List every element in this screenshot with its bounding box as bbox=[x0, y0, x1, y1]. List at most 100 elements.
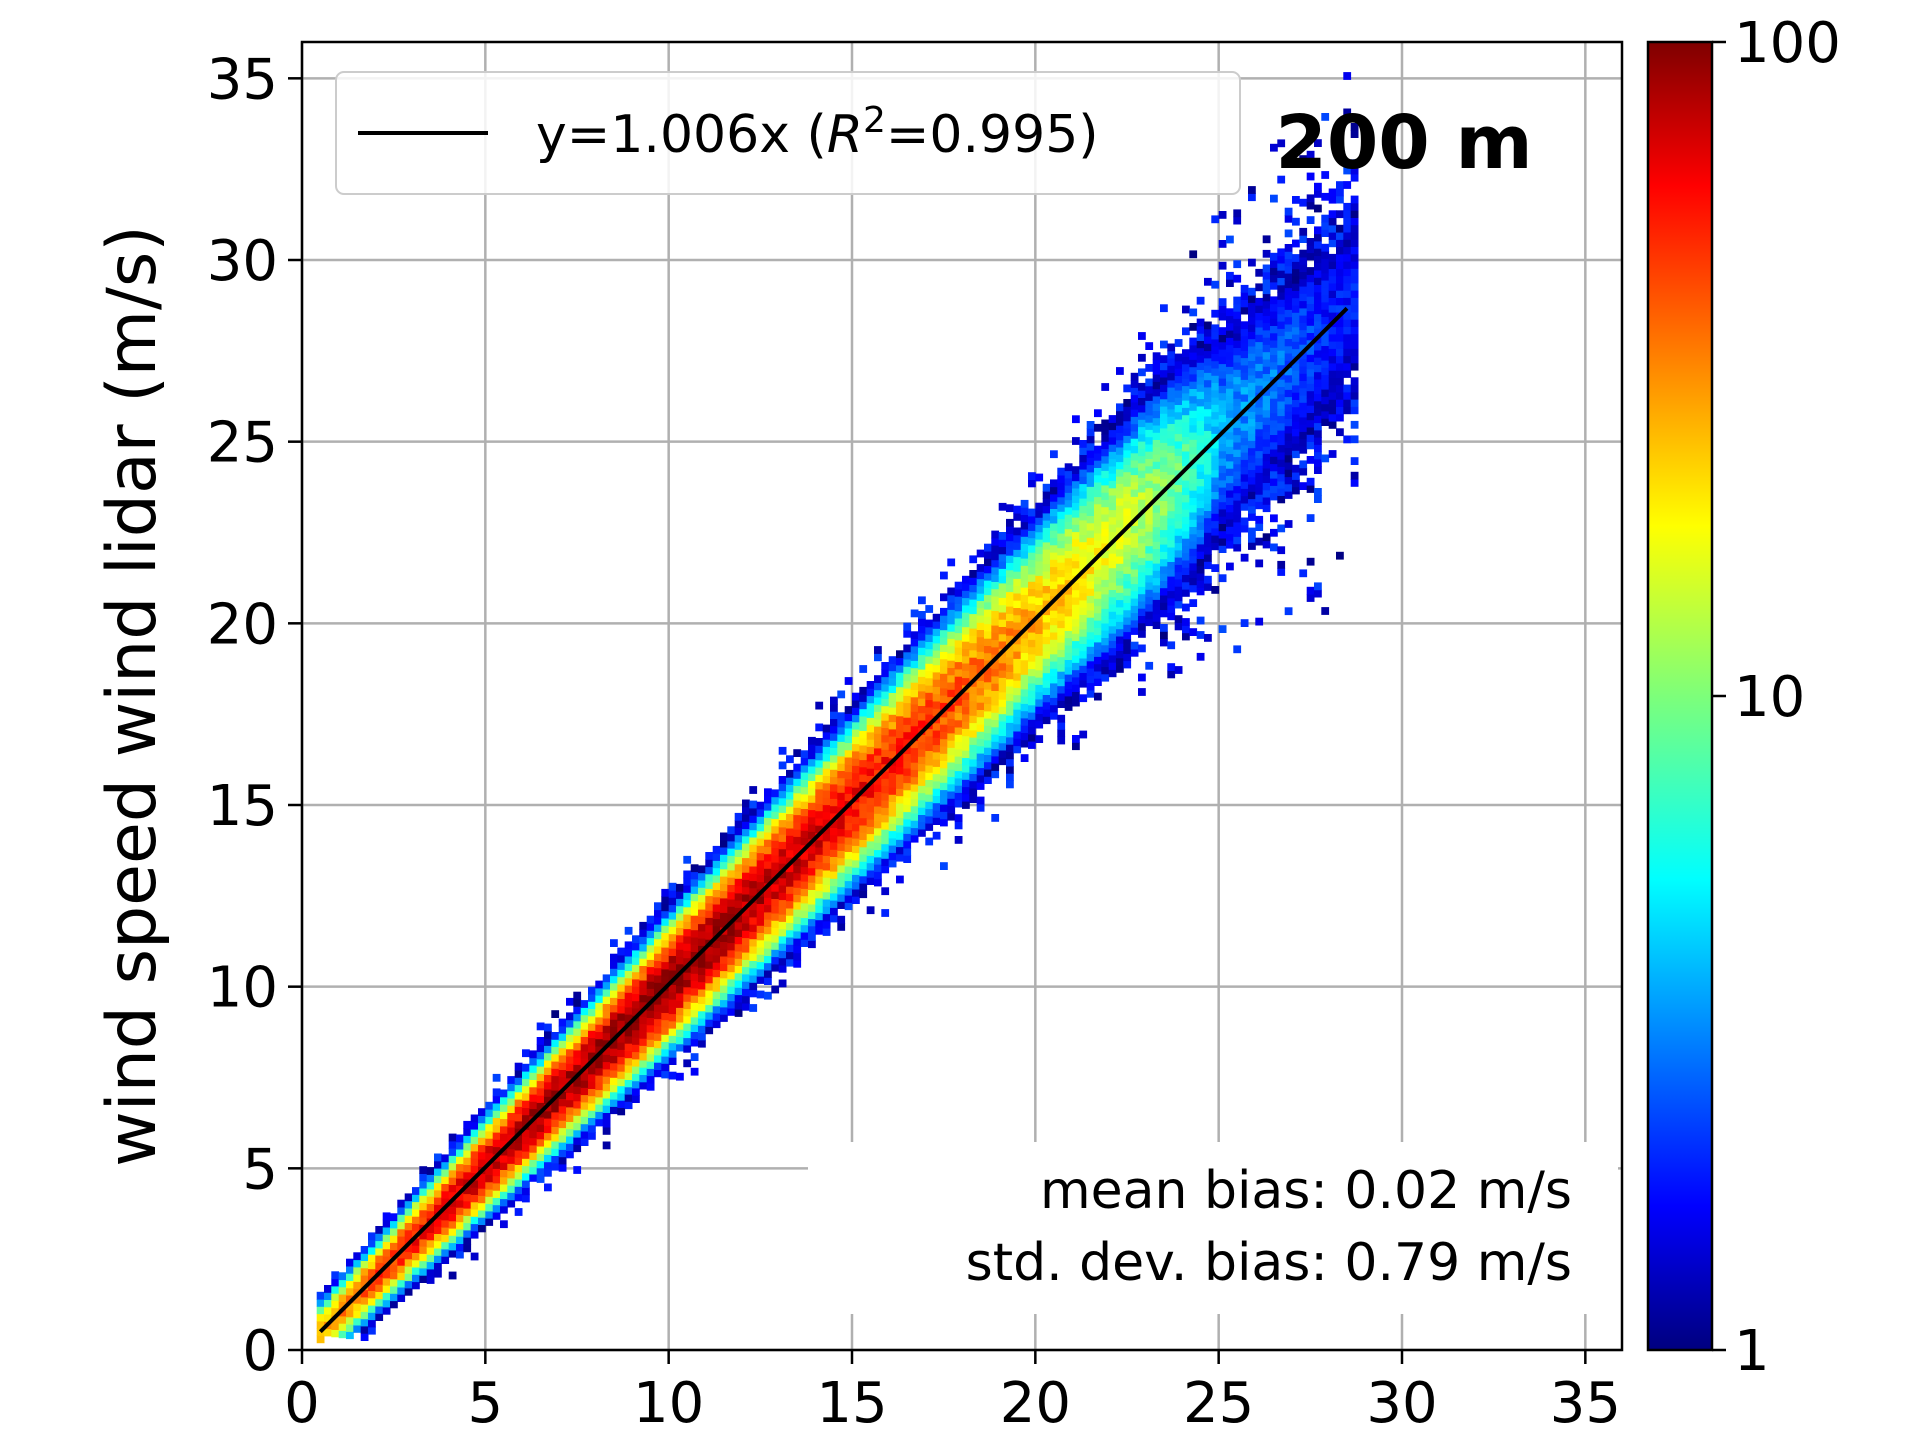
density-cell bbox=[720, 868, 728, 877]
density-cell bbox=[830, 762, 838, 770]
density-cell bbox=[441, 1234, 450, 1243]
density-cell bbox=[991, 712, 1000, 720]
density-cell bbox=[1079, 643, 1088, 652]
density-cell bbox=[1064, 477, 1073, 486]
density-cell bbox=[1094, 540, 1102, 548]
density-cell bbox=[815, 781, 824, 790]
density-cell bbox=[859, 883, 868, 891]
density-cell bbox=[822, 891, 831, 900]
density-cell bbox=[756, 859, 765, 868]
density-cell bbox=[610, 1048, 618, 1056]
density-cell bbox=[470, 1136, 479, 1145]
density-cell bbox=[1028, 581, 1036, 589]
density-cell bbox=[962, 786, 970, 795]
density-cell bbox=[800, 815, 809, 824]
density-cell bbox=[969, 708, 978, 716]
density-cell bbox=[456, 1221, 464, 1230]
density-cell bbox=[1328, 297, 1337, 306]
density-cell bbox=[1284, 316, 1293, 325]
density-cell bbox=[852, 714, 860, 723]
density-cell bbox=[1306, 267, 1315, 275]
density-cell bbox=[676, 898, 684, 907]
density-cell bbox=[756, 852, 765, 861]
density-cell bbox=[1086, 508, 1095, 516]
density-cell bbox=[1182, 480, 1190, 488]
density-cell bbox=[1123, 508, 1132, 516]
density-cell bbox=[412, 1201, 420, 1210]
density-cell bbox=[507, 1105, 516, 1113]
density-cell bbox=[808, 889, 816, 898]
density-cell bbox=[925, 815, 934, 824]
density-cell bbox=[558, 1120, 567, 1129]
density-cell bbox=[529, 1130, 538, 1139]
density-cell bbox=[1350, 384, 1359, 393]
density-cell bbox=[976, 622, 985, 630]
density-cell bbox=[1299, 569, 1308, 578]
density-cell bbox=[998, 568, 1007, 577]
density-cell bbox=[800, 764, 809, 773]
density-cell bbox=[969, 737, 978, 745]
density-cell bbox=[426, 1203, 435, 1212]
density-cell bbox=[558, 1069, 567, 1078]
density-cell bbox=[1196, 333, 1205, 341]
density-cell bbox=[1028, 683, 1036, 691]
density-cell bbox=[1145, 436, 1154, 445]
density-cell bbox=[654, 1011, 662, 1020]
density-cell bbox=[1108, 473, 1117, 481]
density-cell bbox=[903, 731, 912, 740]
density-cell bbox=[1321, 113, 1330, 121]
density-cell bbox=[954, 639, 963, 648]
density-cell bbox=[1226, 504, 1234, 513]
density-cell bbox=[338, 1294, 347, 1302]
density-cell bbox=[786, 937, 794, 945]
density-cell bbox=[837, 726, 846, 735]
density-cell bbox=[1174, 542, 1183, 551]
density-cell bbox=[940, 753, 948, 761]
density-cell bbox=[551, 1032, 560, 1040]
density-cell bbox=[742, 952, 750, 960]
density-cell bbox=[808, 925, 816, 934]
density-cell bbox=[962, 706, 970, 715]
density-cell bbox=[1292, 363, 1300, 371]
density-cell bbox=[1262, 402, 1271, 411]
density-cell bbox=[419, 1195, 428, 1203]
y-tick-label: 35 bbox=[207, 47, 278, 112]
density-cell bbox=[1116, 410, 1124, 419]
density-cell bbox=[727, 869, 736, 878]
density-cell bbox=[397, 1199, 406, 1208]
density-cell bbox=[1336, 188, 1344, 197]
density-cell bbox=[1042, 483, 1051, 492]
density-cell bbox=[448, 1228, 457, 1236]
density-cell bbox=[1064, 674, 1073, 682]
density-cell bbox=[932, 686, 941, 695]
density-cell bbox=[1299, 235, 1308, 243]
density-cell bbox=[1196, 384, 1205, 392]
density-cell bbox=[962, 735, 970, 744]
density-cell bbox=[1035, 582, 1044, 591]
density-cell bbox=[1108, 422, 1117, 431]
density-cell bbox=[1248, 542, 1256, 550]
density-cell bbox=[1108, 480, 1117, 489]
density-cell bbox=[1123, 638, 1132, 647]
density-cell bbox=[1299, 373, 1308, 381]
density-cell bbox=[1101, 630, 1110, 638]
density-cell bbox=[742, 988, 750, 997]
density-cell bbox=[529, 1065, 538, 1073]
density-cell bbox=[1064, 492, 1073, 501]
density-cell bbox=[764, 926, 772, 935]
density-cell bbox=[1226, 366, 1234, 375]
density-cell bbox=[1336, 261, 1344, 269]
density-cell bbox=[778, 928, 787, 937]
density-cell bbox=[1152, 526, 1161, 535]
density-cell bbox=[852, 801, 860, 810]
density-cell bbox=[1189, 381, 1198, 389]
density-cell bbox=[1233, 536, 1242, 545]
density-cell bbox=[507, 1090, 516, 1099]
density-cell bbox=[991, 603, 1000, 611]
density-cell bbox=[617, 976, 626, 985]
density-cell bbox=[1116, 585, 1124, 593]
density-cell bbox=[1233, 369, 1242, 378]
density-cell bbox=[1057, 540, 1066, 549]
density-cell bbox=[1086, 421, 1095, 429]
density-cell bbox=[1013, 680, 1022, 688]
